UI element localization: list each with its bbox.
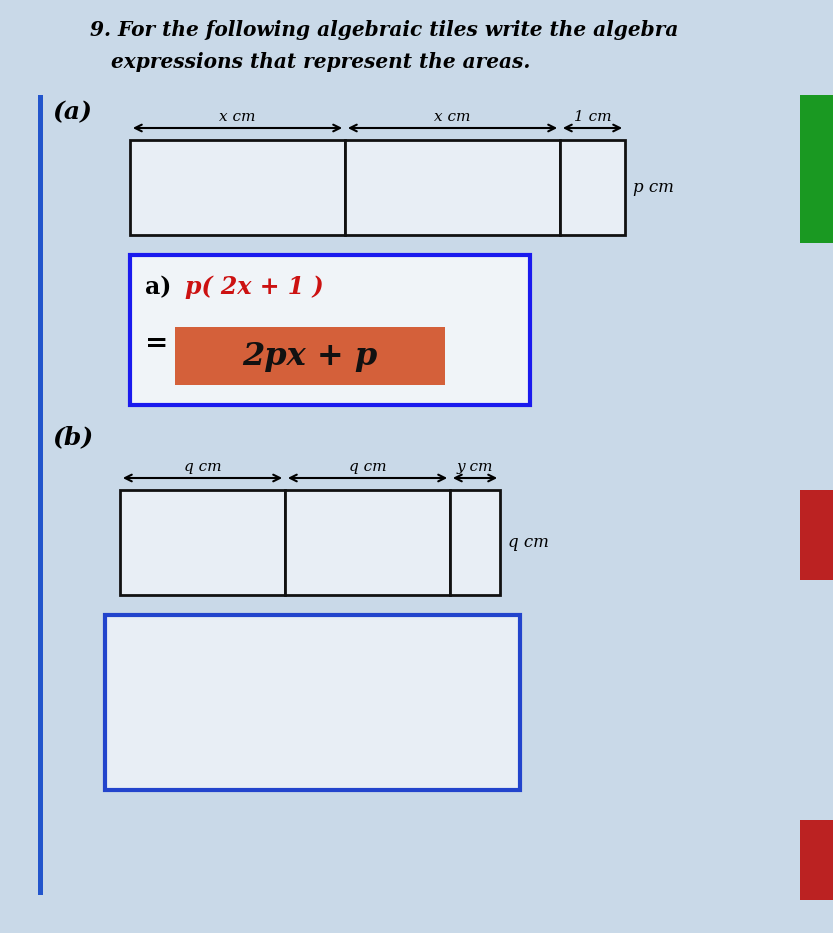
Text: (a): (a) <box>52 100 92 124</box>
Text: 2px + p: 2px + p <box>242 341 377 371</box>
Text: y cm: y cm <box>456 460 493 474</box>
Bar <box>38 95 43 895</box>
Bar <box>120 490 285 595</box>
Text: 9. For the following algebraic tiles write the algebra: 9. For the following algebraic tiles wri… <box>90 20 678 40</box>
Bar <box>285 490 450 595</box>
Text: 1 cm: 1 cm <box>574 110 611 124</box>
Text: p( 2x + 1 ): p( 2x + 1 ) <box>185 275 324 299</box>
Text: p cm: p cm <box>633 179 674 196</box>
Bar <box>800 490 833 580</box>
Text: a): a) <box>145 275 172 299</box>
Text: (b): (b) <box>52 425 93 449</box>
Bar <box>105 615 520 790</box>
Bar <box>345 140 560 235</box>
Text: x cm: x cm <box>434 110 471 124</box>
Text: expressions that represent the areas.: expressions that represent the areas. <box>90 52 531 72</box>
Bar <box>560 140 625 235</box>
Bar <box>450 490 500 595</box>
Bar <box>800 820 833 900</box>
Bar <box>130 255 530 405</box>
Text: x cm: x cm <box>219 110 256 124</box>
Bar <box>800 95 833 243</box>
Text: =: = <box>145 330 168 357</box>
Text: q cm: q cm <box>349 460 387 474</box>
Text: q cm: q cm <box>184 460 222 474</box>
Text: q cm: q cm <box>508 534 549 551</box>
Bar <box>130 140 345 235</box>
Bar <box>175 327 445 385</box>
